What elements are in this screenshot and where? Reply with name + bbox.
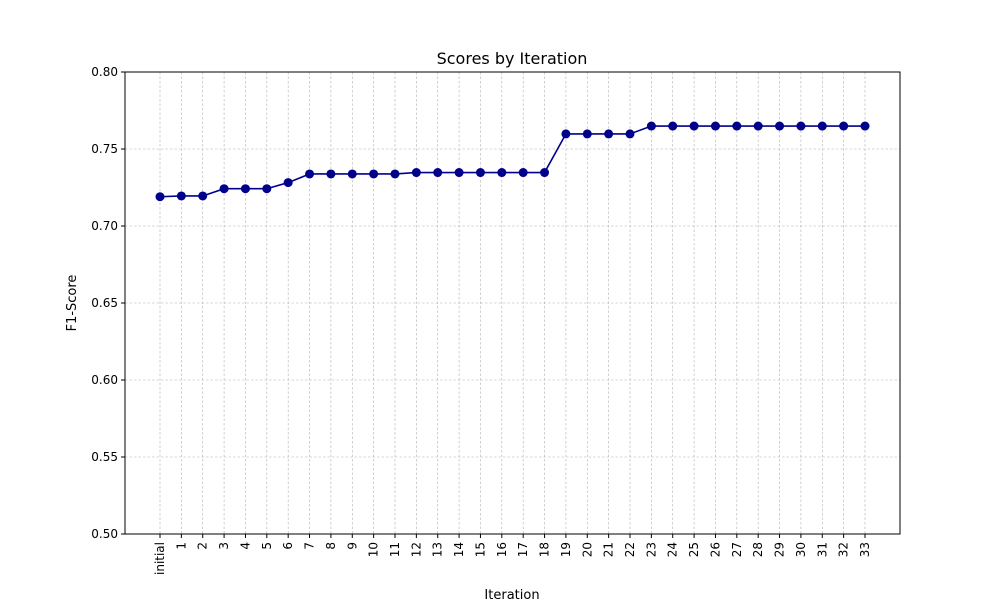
x-tick-label: 9 bbox=[345, 542, 359, 550]
x-tick-label: 25 bbox=[687, 542, 701, 557]
data-point bbox=[839, 121, 849, 131]
data-point bbox=[753, 121, 763, 131]
data-point bbox=[689, 121, 699, 131]
x-tick-label: 16 bbox=[495, 542, 509, 557]
x-tick-label: initial bbox=[153, 542, 167, 575]
data-point bbox=[860, 121, 870, 131]
x-tick-label: 2 bbox=[196, 542, 210, 550]
data-point bbox=[305, 169, 315, 179]
x-tick-label: 28 bbox=[751, 542, 765, 557]
x-tick-label: 29 bbox=[773, 542, 787, 557]
data-point bbox=[347, 169, 357, 179]
data-point bbox=[732, 121, 742, 131]
data-point bbox=[497, 168, 507, 178]
x-tick-label: 18 bbox=[538, 542, 552, 557]
data-point bbox=[817, 121, 827, 131]
x-axis-label: Iteration bbox=[484, 588, 539, 600]
x-tick-label: 19 bbox=[559, 542, 573, 557]
data-point bbox=[625, 129, 635, 139]
data-point bbox=[540, 168, 550, 178]
data-point bbox=[369, 169, 379, 179]
x-tick-label: 31 bbox=[815, 542, 829, 557]
y-tick-label: 0.55 bbox=[91, 450, 118, 464]
data-point bbox=[262, 184, 272, 194]
chart-title: Scores by Iteration bbox=[437, 49, 588, 68]
x-tick-label: 12 bbox=[409, 542, 423, 557]
x-tick-label: 10 bbox=[367, 542, 381, 557]
data-point bbox=[390, 169, 400, 179]
y-tick-label: 0.50 bbox=[91, 527, 118, 541]
x-tick-label: 11 bbox=[388, 542, 402, 557]
data-markers bbox=[155, 121, 870, 202]
data-point bbox=[198, 191, 208, 201]
x-tick-label: 23 bbox=[644, 542, 658, 557]
x-tick-label: 32 bbox=[837, 542, 851, 557]
y-tick-label: 0.65 bbox=[91, 296, 118, 310]
x-tick-label: 5 bbox=[260, 542, 274, 550]
y-axis: 0.50 0.55 0.60 0.65 0.70 0.75 0.80 bbox=[91, 65, 125, 541]
data-point bbox=[433, 168, 443, 178]
x-tick-label: 24 bbox=[666, 542, 680, 557]
data-point bbox=[646, 121, 656, 131]
data-point bbox=[518, 168, 528, 178]
data-point bbox=[561, 129, 571, 139]
x-tick-label: 26 bbox=[708, 542, 722, 557]
data-point bbox=[775, 121, 785, 131]
data-point bbox=[604, 129, 614, 139]
data-point bbox=[283, 178, 293, 188]
x-tick-label: 3 bbox=[217, 542, 231, 550]
data-point bbox=[475, 168, 485, 178]
x-tick-label: 33 bbox=[858, 542, 872, 557]
x-tick-label: 1 bbox=[174, 542, 188, 550]
x-tick-label: 4 bbox=[238, 542, 252, 550]
data-point bbox=[326, 169, 336, 179]
x-tick-label: 27 bbox=[730, 542, 744, 557]
data-point bbox=[668, 121, 678, 131]
data-point bbox=[582, 129, 592, 139]
y-tick-label: 0.80 bbox=[91, 65, 118, 79]
y-tick-label: 0.60 bbox=[91, 373, 118, 387]
series-line bbox=[159, 125, 865, 198]
x-tick-label: 8 bbox=[324, 542, 338, 550]
x-tick-label: 13 bbox=[431, 542, 445, 557]
x-tick-label: 21 bbox=[602, 542, 616, 557]
x-tick-label: 17 bbox=[516, 542, 530, 557]
x-tick-label: 20 bbox=[580, 542, 594, 557]
x-tick-label: 15 bbox=[473, 542, 487, 557]
grid bbox=[125, 71, 900, 535]
x-tick-label: 14 bbox=[452, 542, 466, 557]
data-point bbox=[155, 192, 165, 202]
data-point bbox=[710, 121, 720, 131]
y-axis-label: F1-Score bbox=[65, 275, 80, 332]
data-point bbox=[411, 168, 421, 178]
y-tick-label: 0.75 bbox=[91, 142, 118, 156]
data-point bbox=[240, 184, 250, 194]
data-point bbox=[454, 168, 464, 178]
x-axis: initial 1 2 3 4 5 6 7 8 9 10 11 12 13 14 15 16 17 18 19 20 21… bbox=[153, 534, 872, 575]
y-tick-label: 0.70 bbox=[91, 219, 118, 233]
data-point bbox=[219, 184, 229, 194]
x-tick-label: 22 bbox=[623, 542, 637, 557]
x-tick-label: 7 bbox=[303, 542, 317, 550]
data-point bbox=[796, 121, 806, 131]
x-tick-label: 6 bbox=[281, 542, 295, 550]
data-point bbox=[176, 191, 186, 201]
x-tick-label: 30 bbox=[794, 542, 808, 557]
